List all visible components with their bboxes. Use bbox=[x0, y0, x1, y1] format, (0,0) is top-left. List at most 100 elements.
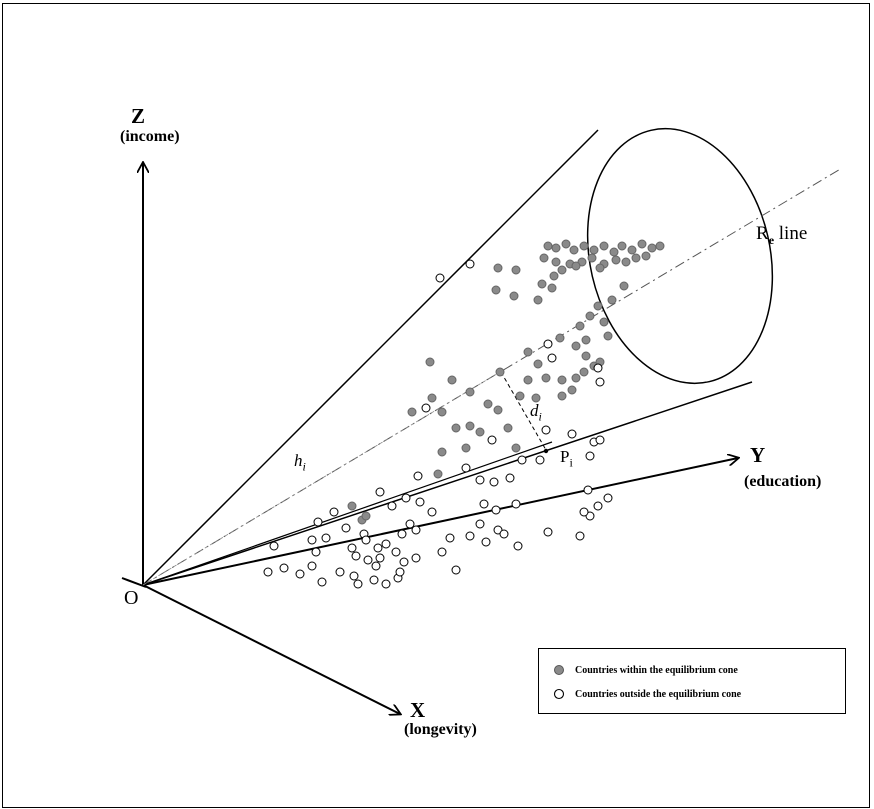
country-point-inside bbox=[493, 405, 503, 415]
country-point-inside bbox=[561, 239, 571, 249]
country-point-outside bbox=[387, 501, 397, 511]
country-point-inside bbox=[567, 385, 577, 395]
country-point-inside bbox=[557, 375, 567, 385]
country-point-inside bbox=[579, 241, 589, 251]
country-point-outside bbox=[543, 339, 553, 349]
country-point-inside bbox=[557, 265, 567, 275]
country-point-outside bbox=[603, 493, 613, 503]
country-point-inside bbox=[569, 245, 579, 255]
country-point-inside bbox=[447, 375, 457, 385]
country-point-inside bbox=[451, 423, 461, 433]
re-line-label-r: R bbox=[756, 223, 769, 244]
country-point-outside bbox=[451, 565, 461, 575]
country-point-inside bbox=[571, 261, 581, 271]
re-line bbox=[142, 167, 843, 586]
country-point-outside bbox=[583, 485, 593, 495]
country-point-outside bbox=[341, 523, 351, 533]
legend: Countries within the equilibrium cone Co… bbox=[538, 648, 846, 714]
country-point-outside bbox=[371, 561, 381, 571]
country-point-outside bbox=[461, 463, 471, 473]
country-point-inside bbox=[593, 301, 603, 311]
point-pi bbox=[543, 448, 549, 454]
country-point-outside bbox=[269, 541, 279, 551]
cone-inner-edge bbox=[142, 441, 553, 586]
country-point-inside bbox=[495, 367, 505, 377]
country-point-outside bbox=[279, 563, 289, 573]
country-point-inside bbox=[427, 393, 437, 403]
country-point-outside bbox=[491, 505, 501, 515]
country-point-outside bbox=[567, 429, 577, 439]
inside-points-group bbox=[347, 239, 665, 525]
country-point-outside bbox=[317, 577, 327, 587]
country-point-outside bbox=[353, 579, 363, 589]
country-point-inside bbox=[571, 341, 581, 351]
country-point-outside bbox=[421, 403, 431, 413]
country-point-inside bbox=[627, 245, 637, 255]
country-point-outside bbox=[373, 543, 383, 553]
re-line-label: Re line bbox=[756, 224, 807, 246]
filled-circle-icon bbox=[554, 665, 564, 675]
d-label: di bbox=[530, 402, 542, 422]
country-point-outside bbox=[535, 455, 545, 465]
h-label: hi bbox=[294, 452, 306, 472]
country-point-outside bbox=[307, 561, 317, 571]
country-point-inside bbox=[433, 469, 443, 479]
country-point-inside bbox=[549, 271, 559, 281]
z-axis-label: (income) bbox=[120, 128, 180, 145]
country-point-outside bbox=[401, 493, 411, 503]
country-point-inside bbox=[571, 373, 581, 383]
country-point-outside bbox=[595, 435, 605, 445]
country-point-outside bbox=[321, 533, 331, 543]
country-point-inside bbox=[621, 257, 631, 267]
country-point-outside bbox=[347, 543, 357, 553]
cone-bottom-edge bbox=[142, 381, 753, 586]
legend-outside-label: Countries outside the equilibrium cone bbox=[575, 688, 742, 700]
country-point-inside bbox=[551, 243, 561, 253]
country-point-outside bbox=[437, 547, 447, 557]
country-point-outside bbox=[475, 519, 485, 529]
country-point-outside bbox=[351, 551, 361, 561]
country-point-inside bbox=[579, 367, 589, 377]
country-point-outside bbox=[395, 567, 405, 577]
country-point-inside bbox=[523, 375, 533, 385]
country-point-outside bbox=[381, 539, 391, 549]
country-point-outside bbox=[489, 477, 499, 487]
country-point-outside bbox=[499, 529, 509, 539]
country-point-outside bbox=[413, 471, 423, 481]
country-point-outside bbox=[579, 507, 589, 517]
country-point-outside bbox=[575, 531, 585, 541]
country-point-inside bbox=[541, 373, 551, 383]
country-point-outside bbox=[517, 455, 527, 465]
country-point-outside bbox=[399, 557, 409, 567]
country-point-outside bbox=[361, 535, 371, 545]
country-point-outside bbox=[369, 575, 379, 585]
country-point-inside bbox=[465, 387, 475, 397]
country-point-inside bbox=[619, 281, 629, 291]
re-line-label-suffix: line bbox=[774, 223, 808, 244]
country-point-outside bbox=[505, 473, 515, 483]
country-point-inside bbox=[543, 241, 553, 251]
country-point-outside bbox=[595, 377, 605, 387]
country-point-outside bbox=[479, 499, 489, 509]
d-label-d: d bbox=[530, 401, 539, 420]
x-axis bbox=[142, 584, 400, 714]
figure-frame bbox=[2, 3, 870, 808]
country-point-inside bbox=[539, 253, 549, 263]
country-point-inside bbox=[647, 243, 657, 253]
country-point-inside bbox=[533, 295, 543, 305]
country-point-inside bbox=[547, 283, 557, 293]
country-point-inside bbox=[437, 447, 447, 457]
re-line-label-sub: e bbox=[768, 232, 775, 247]
country-point-outside bbox=[481, 537, 491, 547]
country-point-inside bbox=[425, 357, 435, 367]
country-point-inside bbox=[603, 331, 613, 341]
country-point-inside bbox=[475, 427, 485, 437]
country-point-outside bbox=[547, 353, 557, 363]
country-point-inside bbox=[407, 407, 417, 417]
country-point-inside bbox=[515, 391, 525, 401]
country-point-outside bbox=[349, 571, 359, 581]
country-point-inside bbox=[347, 501, 357, 511]
country-point-inside bbox=[555, 333, 565, 343]
country-point-outside bbox=[475, 475, 485, 485]
